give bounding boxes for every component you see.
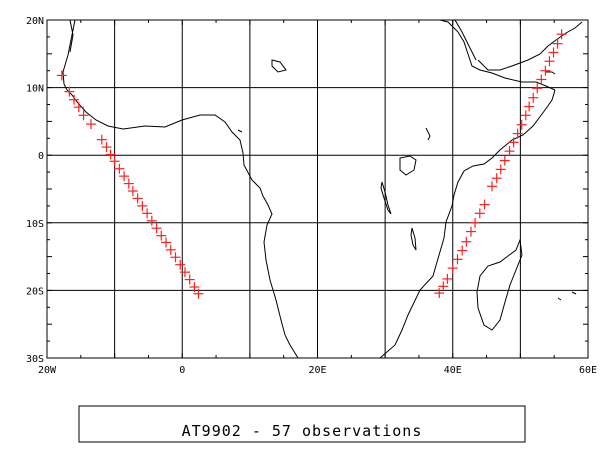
arabian-peninsula xyxy=(477,21,583,71)
markers xyxy=(56,29,567,299)
cyprus-island xyxy=(271,59,287,73)
observation-marker xyxy=(508,137,519,148)
africa-east-coast xyxy=(379,89,556,359)
observation-marker xyxy=(85,119,96,130)
bioko-island xyxy=(237,129,243,133)
observation-marker xyxy=(179,267,190,278)
x-tick-label: 0 xyxy=(179,365,185,376)
observation-marker xyxy=(165,244,176,255)
y-tick-label: 20N xyxy=(26,16,44,27)
observation-marker xyxy=(193,288,204,299)
y-tick-label: 20S xyxy=(26,286,44,297)
observation-marker xyxy=(520,110,531,121)
observation-marker xyxy=(516,119,527,130)
observation-marker xyxy=(532,83,543,94)
observation-marker xyxy=(466,226,477,237)
axis-ticks xyxy=(46,19,589,359)
observation-marker xyxy=(96,134,107,145)
y-tick-label: 10S xyxy=(26,219,44,230)
observation-marker xyxy=(69,94,80,105)
observation-marker xyxy=(109,156,120,167)
observation-marker xyxy=(524,101,535,112)
observation-marker xyxy=(552,38,563,49)
caption-box xyxy=(78,405,526,443)
observation-marker xyxy=(114,163,125,174)
observation-marker xyxy=(544,56,555,67)
observation-marker xyxy=(556,29,567,40)
observation-marker xyxy=(536,74,547,85)
observation-marker xyxy=(479,199,490,210)
observation-marker xyxy=(123,178,134,189)
observation-marker xyxy=(64,86,75,97)
observation-marker xyxy=(434,288,445,299)
y-tick-label: 0 xyxy=(38,151,44,162)
observation-marker xyxy=(540,65,551,76)
map-title: AT9902 - 57 observations xyxy=(182,422,423,440)
observation-marker xyxy=(161,237,172,248)
lake-malawi xyxy=(410,227,417,251)
observation-marker xyxy=(105,149,116,160)
observation-marker xyxy=(528,92,539,103)
africa-west-coast xyxy=(62,19,299,359)
observation-marker xyxy=(548,47,559,58)
observation-marker xyxy=(184,274,195,285)
horn-of-africa xyxy=(439,19,556,91)
observation-marker xyxy=(56,70,67,81)
observation-marker xyxy=(170,252,181,263)
observation-marker xyxy=(461,236,472,247)
observation-marker xyxy=(132,193,143,204)
madagascar xyxy=(476,238,523,331)
observation-marker xyxy=(146,215,157,226)
observation-marker xyxy=(474,208,485,219)
observation-marker xyxy=(73,102,84,113)
mascarene-island xyxy=(557,297,562,301)
lake-victoria xyxy=(399,155,417,176)
observation-marker xyxy=(447,263,458,274)
observation-marker xyxy=(119,171,130,182)
gridlines xyxy=(47,20,588,358)
lake-turkana xyxy=(425,127,431,141)
observation-marker xyxy=(78,110,89,121)
observation-marker xyxy=(101,142,112,153)
observation-marker xyxy=(142,208,153,219)
observation-marker xyxy=(438,281,449,292)
observation-marker xyxy=(470,217,481,228)
coastlines xyxy=(62,19,583,359)
x-tick-label: 20W xyxy=(38,365,57,376)
observation-marker xyxy=(486,181,497,192)
observation-marker xyxy=(175,259,186,270)
observation-marker xyxy=(452,254,463,265)
lake-tanganyika xyxy=(380,181,392,215)
observation-marker xyxy=(495,164,506,175)
y-tick-label: 30S xyxy=(26,354,44,365)
y-tick-label: 10N xyxy=(26,84,44,95)
observation-marker xyxy=(504,146,515,157)
x-axis-labels: 20W 0 20E 40E 60E xyxy=(38,365,597,376)
x-tick-label: 20E xyxy=(308,365,326,376)
observation-marker xyxy=(151,223,162,234)
red-sea-coast xyxy=(454,19,477,61)
observation-marker xyxy=(512,128,523,139)
observation-marker xyxy=(442,273,453,284)
observation-marker xyxy=(491,173,502,184)
observation-marker xyxy=(457,245,468,256)
x-tick-label: 40E xyxy=(444,365,462,376)
west-africa-coast-north xyxy=(69,19,74,53)
x-tick-label: 60E xyxy=(579,365,597,376)
observation-marker xyxy=(127,186,138,197)
reunion-island xyxy=(571,291,577,295)
socotra-island xyxy=(545,71,556,75)
observation-marker xyxy=(189,282,200,293)
y-axis-labels: 20N 10N 0 10S 20S 30S xyxy=(26,16,44,365)
observation-marker xyxy=(156,230,167,241)
observation-marker xyxy=(499,155,510,166)
observation-marker xyxy=(137,200,148,211)
